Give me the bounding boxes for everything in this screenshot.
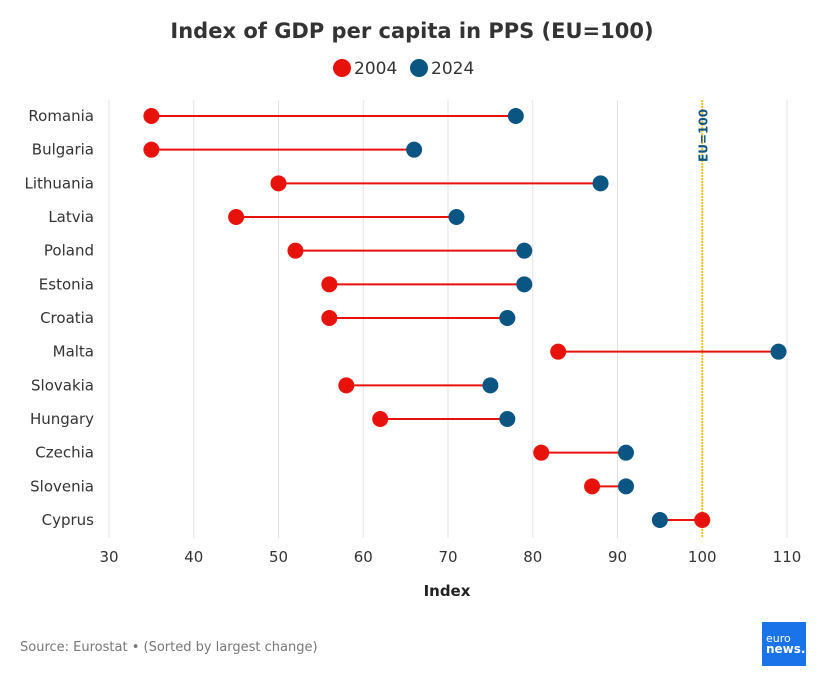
legend-label-2024: 2024 [431, 59, 474, 79]
point-2024 [617, 478, 634, 495]
point-2004 [533, 444, 550, 461]
category-label: Estonia [39, 275, 94, 293]
category-label: Cyprus [42, 511, 95, 529]
x-tick-label: 110 [773, 548, 802, 566]
point-2004 [228, 209, 245, 225]
point-2024 [482, 377, 499, 394]
euronews-logo: euro news. [762, 622, 806, 666]
x-tick-label: 30 [99, 548, 118, 566]
category-label: Romania [28, 107, 94, 125]
category-label: Slovakia [31, 376, 94, 394]
category-label: Slovenia [30, 477, 94, 495]
point-2024 [516, 276, 533, 293]
point-2004 [338, 377, 355, 394]
legend-label-2004: 2004 [354, 59, 397, 79]
legend-marker-2004 [333, 59, 351, 77]
point-2024 [406, 141, 423, 158]
point-2024 [592, 175, 609, 192]
legend: 2004 2024 [333, 59, 474, 79]
point-2024 [770, 343, 787, 360]
x-tick-label: 40 [184, 548, 203, 566]
category-label: Malta [53, 343, 94, 361]
point-2024 [617, 444, 634, 461]
x-tick-label: 90 [608, 548, 627, 566]
category-label: Poland [44, 242, 94, 260]
x-tick-label: 50 [269, 548, 288, 566]
point-2004 [287, 242, 304, 259]
x-tick-label: 60 [354, 548, 373, 566]
point-2024 [507, 108, 524, 124]
point-2004 [321, 276, 338, 293]
point-2024 [448, 209, 465, 225]
point-2024 [499, 411, 516, 427]
category-label: Czechia [35, 444, 94, 462]
legend-marker-2024 [410, 59, 428, 77]
point-2004 [694, 512, 711, 528]
x-tick-label: 100 [688, 548, 717, 566]
point-2024 [516, 242, 533, 259]
category-label: Hungary [30, 410, 94, 428]
point-2004 [143, 108, 160, 124]
category-label: Latvia [48, 208, 94, 226]
point-2004 [584, 478, 601, 495]
category-label: Lithuania [25, 174, 94, 192]
point-2004 [270, 175, 287, 192]
x-axis-label: Index [424, 582, 471, 600]
category-label: Croatia [40, 309, 94, 327]
point-2004 [143, 141, 160, 158]
point-2004 [372, 411, 389, 427]
point-2024 [499, 310, 516, 326]
reference-line-label: EU=100 [696, 109, 710, 162]
point-2004 [550, 343, 567, 360]
x-tick-label: 70 [438, 548, 457, 566]
category-label: Bulgaria [32, 141, 94, 159]
point-2024 [651, 512, 668, 528]
point-2004 [321, 310, 338, 326]
x-tick-label: 80 [523, 548, 542, 566]
source-note: Source: Eurostat • (Sorted by largest ch… [20, 640, 318, 655]
chart-title: Index of GDP per capita in PPS (EU=100) [170, 19, 653, 43]
